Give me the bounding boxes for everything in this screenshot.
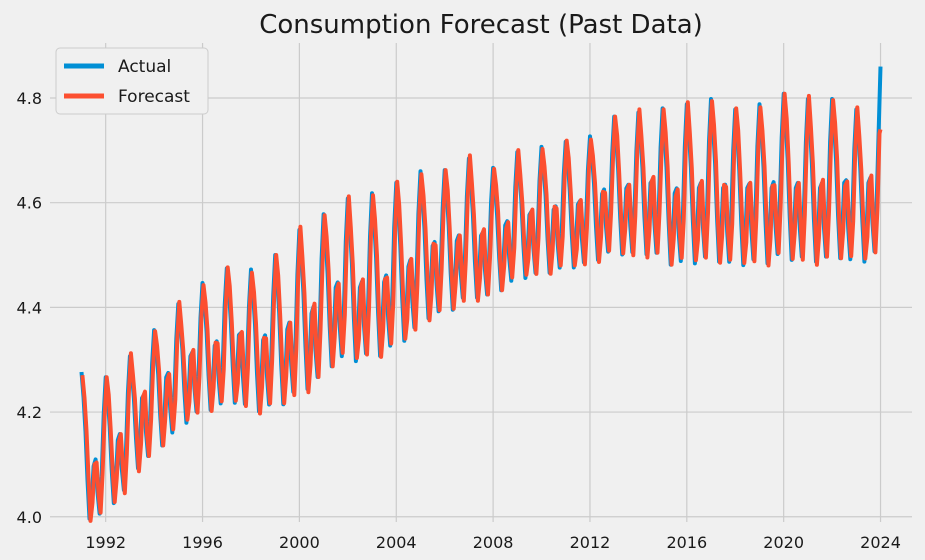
x-tick-label: 1996 (182, 533, 223, 552)
legend: Actual Forecast (55, 47, 209, 115)
x-tick-label: 2012 (570, 533, 611, 552)
series-lines (79, 66, 883, 523)
x-tick-label: 2020 (763, 533, 804, 552)
x-tick-label: 2004 (376, 533, 417, 552)
x-tick-label: 2000 (279, 533, 320, 552)
x-tick-label: 1992 (85, 533, 126, 552)
x-tick-label: 2024 (860, 533, 901, 552)
series-line-forecast (80, 91, 883, 523)
tick-labels: 1992 1996 2000 2004 2008 2012 2016 2020 2024 4.0 4… (17, 89, 901, 552)
y-tick-label: 4.6 (17, 194, 42, 213)
y-tick-label: 4.2 (17, 403, 42, 422)
chart-title: Consumption Forecast (Past Data) (259, 10, 703, 40)
y-tick-label: 4.8 (17, 89, 42, 108)
y-tick-label: 4.0 (17, 508, 42, 527)
x-tick-label: 2016 (666, 533, 707, 552)
legend-label-forecast: Forecast (118, 87, 190, 107)
y-tick-label: 4.4 (17, 298, 42, 317)
x-tick-label: 2008 (473, 533, 514, 552)
legend-label-actual: Actual (118, 57, 171, 77)
